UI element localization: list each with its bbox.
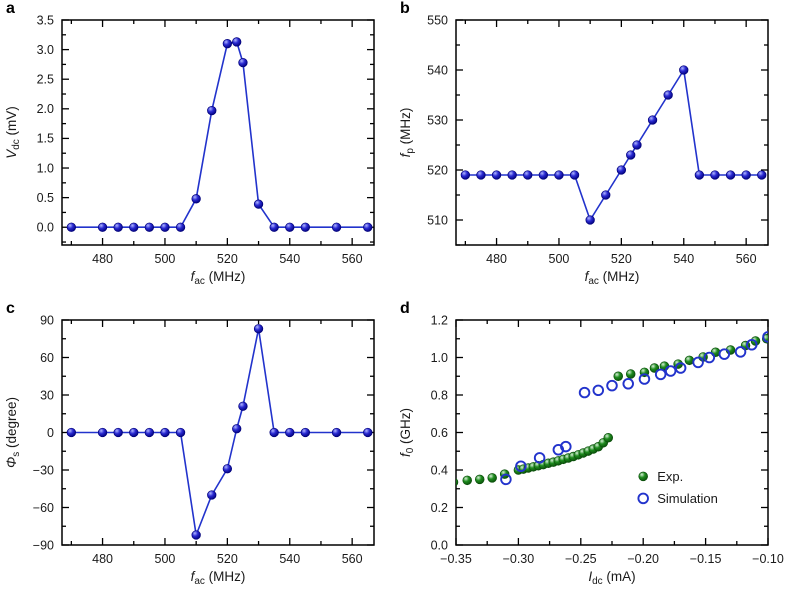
svg-text:560: 560	[342, 552, 363, 566]
svg-text:60: 60	[40, 351, 54, 365]
panel-c: 480 500 520 540 560 −90 −60 −30 0 30 60 90 fac (MHz)…	[0, 300, 394, 600]
tick-labels: 480 500 520 540 560 510 520 530 540 550	[427, 13, 756, 266]
series-exp-	[456, 334, 768, 487]
svg-text:1.0: 1.0	[37, 161, 54, 175]
y-axis-label: Vdc (mV)	[4, 106, 22, 159]
svg-text:3.0: 3.0	[37, 43, 54, 57]
axis-ticks	[62, 319, 374, 546]
svg-text:−0.10: −0.10	[752, 552, 784, 566]
x-axis-label: fac (MHz)	[585, 269, 640, 287]
chart-a: 480 500 520 540 560 0.0 0.5 1.0 1.5 2.0 2.5 3.0 3.5 f…	[4, 13, 375, 287]
svg-text:530: 530	[427, 113, 448, 127]
svg-text:480: 480	[92, 252, 113, 266]
svg-text:−0.30: −0.30	[503, 552, 535, 566]
svg-text:500: 500	[549, 252, 570, 266]
svg-text:520: 520	[217, 252, 238, 266]
y-axis-label: Φs (degree)	[4, 397, 22, 468]
axis-ticks	[456, 19, 768, 246]
svg-text:520: 520	[217, 552, 238, 566]
series-phase	[66, 324, 373, 540]
panel-letter-d: d	[400, 300, 410, 317]
series-simulation	[500, 331, 768, 486]
svg-text:90: 90	[40, 313, 54, 327]
svg-text:−0.20: −0.20	[627, 552, 659, 566]
svg-text:30: 30	[40, 388, 54, 402]
svg-text:1.2: 1.2	[431, 313, 448, 327]
panel-letter-b: b	[400, 0, 410, 17]
legend-label: Simulation	[657, 491, 718, 506]
svg-text:540: 540	[427, 63, 448, 77]
svg-text:550: 550	[427, 13, 448, 27]
svg-text:−0.15: −0.15	[690, 552, 722, 566]
x-axis-label: fac (MHz)	[191, 569, 246, 587]
svg-text:0.2: 0.2	[431, 501, 448, 515]
x-axis-label: Idc (mA)	[588, 569, 635, 587]
svg-text:480: 480	[92, 552, 113, 566]
axis-ticks	[62, 19, 374, 245]
svg-text:500: 500	[155, 252, 176, 266]
chart-b: 480 500 520 540 560 510 520 530 540 550 fac (MHz) f…	[398, 13, 769, 287]
panel-letter-a: a	[6, 0, 15, 17]
panel-d: −0.35 −0.30 −0.25 −0.20 −0.15 −0.10 0.0 0.2 0.4 0…	[394, 300, 788, 600]
svg-text:560: 560	[736, 252, 757, 266]
panel-b: 480 500 520 540 560 510 520 530 540 550 fac (MHz) f…	[394, 0, 788, 300]
axis-ticks	[455, 319, 769, 546]
svg-text:560: 560	[342, 252, 363, 266]
svg-text:0.4: 0.4	[431, 463, 448, 477]
y-axis-label: f0 (GHz)	[398, 408, 416, 457]
svg-text:500: 500	[155, 552, 176, 566]
svg-text:1.5: 1.5	[37, 132, 54, 146]
chart-d: −0.35 −0.30 −0.25 −0.20 −0.15 −0.10 0.0 0.2 0.4 0…	[398, 313, 784, 587]
svg-text:0.5: 0.5	[37, 191, 54, 205]
svg-text:540: 540	[279, 552, 300, 566]
svg-text:0.0: 0.0	[431, 538, 448, 552]
svg-text:0.6: 0.6	[431, 426, 448, 440]
legend-label: Exp.	[657, 469, 683, 484]
svg-text:1.0: 1.0	[431, 351, 448, 365]
legend: Exp. Simulation	[637, 469, 718, 506]
svg-text:−0.25: −0.25	[565, 552, 597, 566]
y-axis-label: fp (MHz)	[398, 108, 416, 158]
svg-text:−90: −90	[33, 538, 54, 552]
svg-text:−0.35: −0.35	[440, 552, 472, 566]
svg-text:3.5: 3.5	[37, 13, 54, 27]
tick-labels: 480 500 520 540 560 −90 −60 −30 0 30 60 90	[33, 313, 363, 566]
series-fp	[460, 65, 767, 225]
svg-text:480: 480	[486, 252, 507, 266]
svg-text:2.0: 2.0	[37, 102, 54, 116]
svg-text:−60: −60	[33, 501, 54, 515]
tick-labels: 480 500 520 540 560 0.0 0.5 1.0 1.5 2.0 2.5 3.0 3.5	[37, 13, 363, 266]
svg-text:0: 0	[47, 426, 54, 440]
svg-text:540: 540	[279, 252, 300, 266]
axes-frame	[455, 319, 769, 546]
svg-text:520: 520	[427, 163, 448, 177]
svg-text:510: 510	[427, 213, 448, 227]
svg-text:2.5: 2.5	[37, 73, 54, 87]
tick-labels: −0.35 −0.30 −0.25 −0.20 −0.15 −0.10 0.0 0.2 0.4 0…	[431, 313, 784, 566]
series-vdc	[66, 37, 373, 232]
svg-text:−30: −30	[33, 463, 54, 477]
svg-text:0.8: 0.8	[431, 388, 448, 402]
chart-c: 480 500 520 540 560 −90 −60 −30 0 30 60 90 fac (MHz)…	[4, 313, 375, 587]
axes-frame	[61, 19, 375, 246]
svg-text:0.0: 0.0	[37, 221, 54, 235]
panel-letter-c: c	[6, 300, 15, 317]
x-axis-label: fac (MHz)	[191, 269, 246, 287]
svg-text:520: 520	[611, 252, 632, 266]
axes-frame	[455, 19, 769, 246]
series-line	[465, 69, 762, 221]
panel-a: 480 500 520 540 560 0.0 0.5 1.0 1.5 2.0 2.5 3.0 3.5 f…	[0, 0, 394, 300]
svg-text:540: 540	[673, 252, 694, 266]
series-line	[71, 41, 368, 229]
